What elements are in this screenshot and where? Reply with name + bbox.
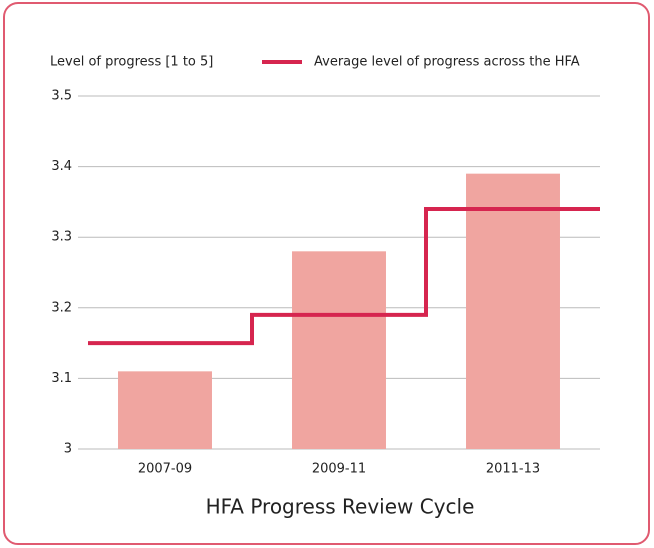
- bar: [292, 251, 386, 449]
- y-tick-label: 3.5: [51, 89, 72, 104]
- y-tick-label: 3.1: [51, 371, 72, 386]
- y-tick-label: 3.4: [51, 159, 72, 174]
- y-tick-label: 3.3: [51, 230, 72, 245]
- x-tick-label: 2007-09: [138, 462, 192, 477]
- step-line: [88, 206, 600, 346]
- bar: [466, 173, 560, 449]
- y-tick-label: 3.2: [51, 300, 72, 315]
- bar: [118, 371, 212, 449]
- y-tick-label: 3: [64, 442, 72, 457]
- x-tick-label: 2011-13: [486, 462, 540, 477]
- x-axis-label: HFA Progress Review Cycle: [206, 495, 475, 519]
- legend-label: Average level of progress across the HFA: [314, 55, 580, 70]
- y-axis-label: Level of progress [1 to 5]: [50, 55, 213, 70]
- x-tick-label: 2009-11: [312, 462, 366, 477]
